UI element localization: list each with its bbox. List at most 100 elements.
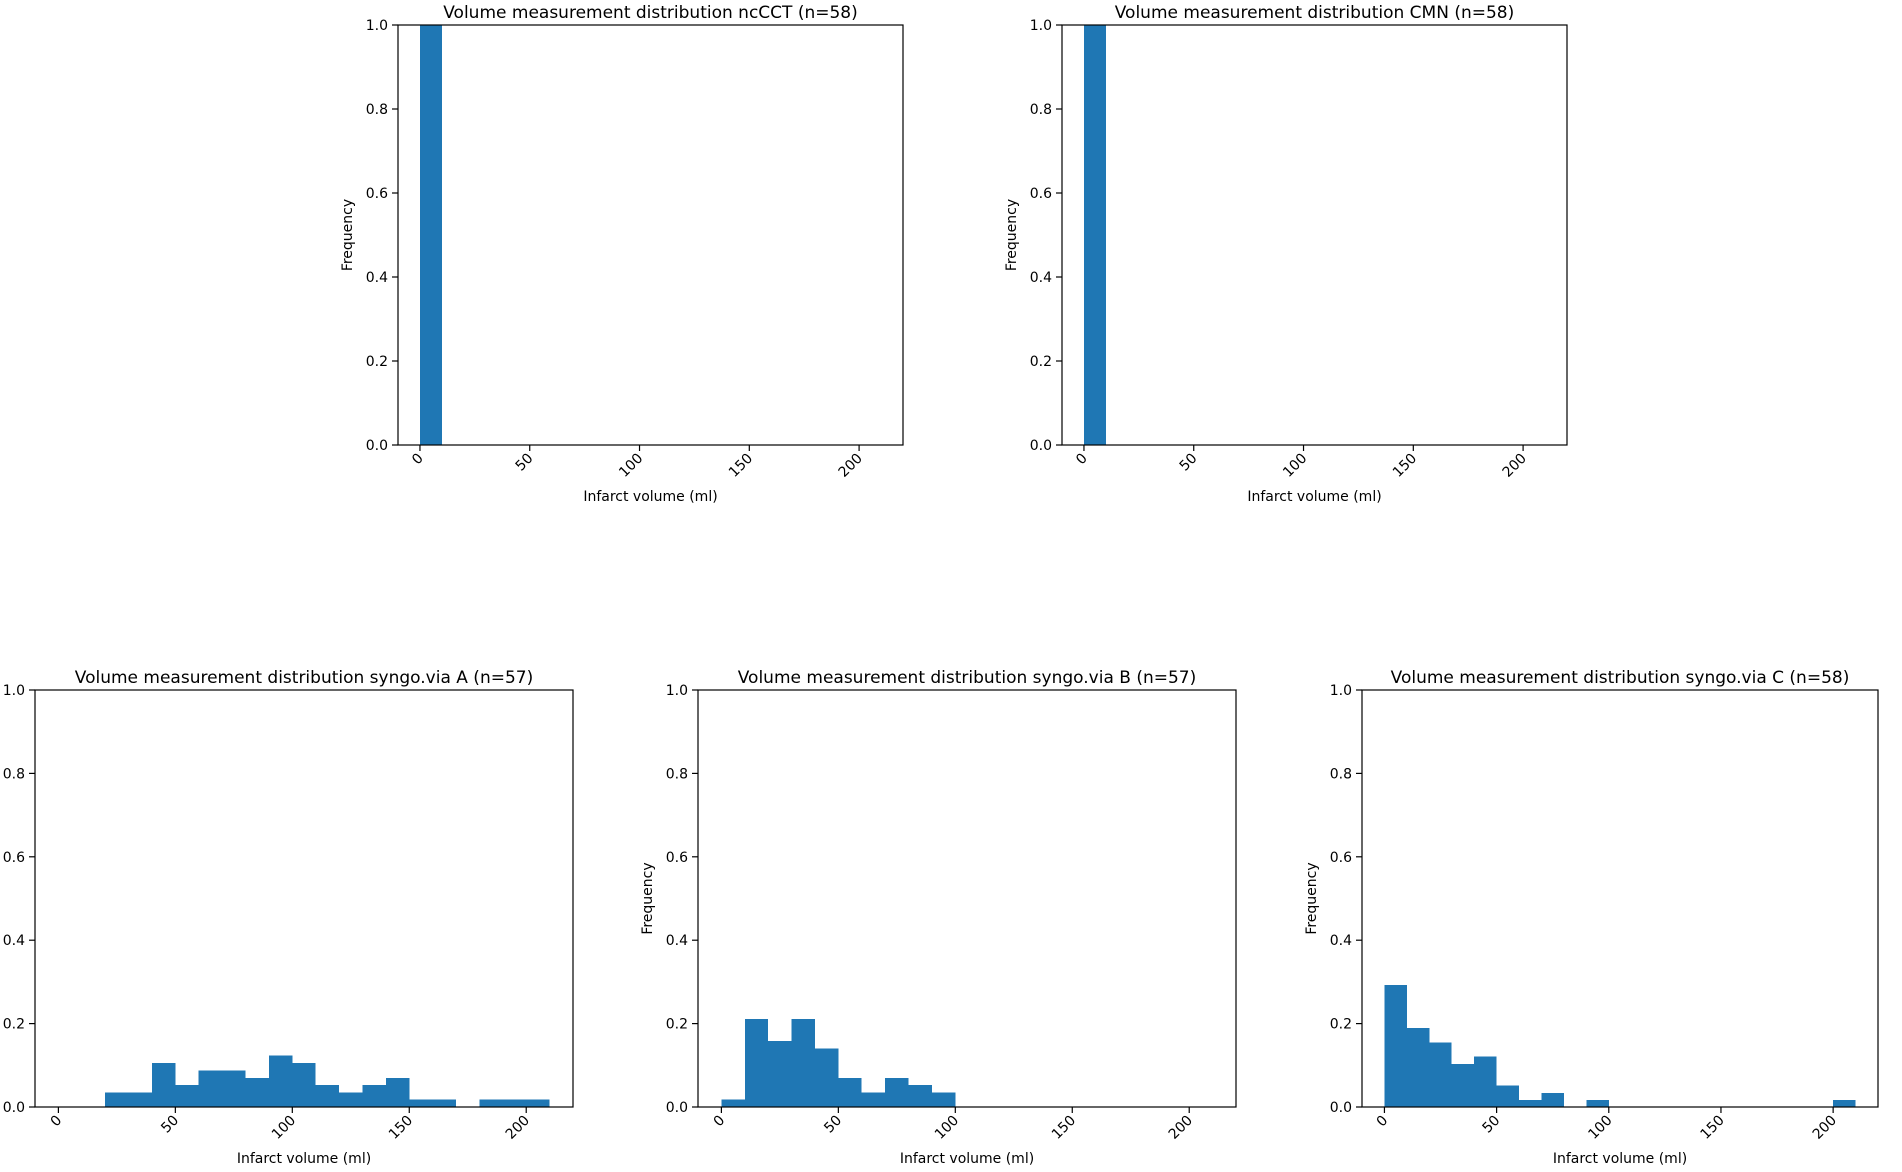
chart-title: Volume measurement distribution ncCCT (n… <box>443 3 857 23</box>
y-tick-label: 0.4 <box>3 933 25 949</box>
histogram-bar <box>268 1055 293 1107</box>
y-tick-label: 0.4 <box>366 270 388 286</box>
histogram-panel-4: 0.0 0.2 0.4 0.6 0.8 1.0 0 50 100 150 200 Volume mea… <box>640 668 1237 1167</box>
histogram-bar <box>721 1099 745 1107</box>
y-tick-label: 0.4 <box>666 933 688 949</box>
y-tick-label: 0.6 <box>1330 850 1352 866</box>
histogram-bar <box>744 1019 769 1107</box>
y-tick-label: 0.2 <box>1030 354 1052 370</box>
histogram-bar <box>1451 1064 1475 1107</box>
chart-title: Volume measurement distribution syngo.vi… <box>738 668 1197 688</box>
y-tick-label: 0.6 <box>666 850 688 866</box>
y-tick-label: 0.2 <box>666 1017 688 1033</box>
histogram-bar <box>526 1099 550 1107</box>
y-tick-label: 1.0 <box>1030 18 1052 34</box>
histogram-bar <box>931 1092 956 1107</box>
x-tick-label: 200 <box>836 451 866 481</box>
x-tick-label: 200 <box>1166 1113 1196 1143</box>
x-axis-label: Infarct volume (ml) <box>583 489 717 505</box>
histogram-panel-3: 0.0 0.2 0.4 0.6 0.8 1.0 0 50 100 150 200 Volume mea… <box>3 668 574 1167</box>
x-tick-label: 100 <box>616 451 646 481</box>
y-tick-label: 0.0 <box>1330 1100 1352 1116</box>
histogram-bar <box>105 1092 129 1107</box>
histogram-bar <box>1474 1056 1497 1107</box>
chart-title: Volume measurement distribution CMN (n=5… <box>1115 3 1515 23</box>
histogram-bar <box>885 1077 909 1107</box>
histogram-bar <box>814 1048 839 1107</box>
x-tick-label: 200 <box>503 1113 533 1143</box>
chart-title: Volume measurement distribution syngo.vi… <box>75 668 533 688</box>
y-tick-label: 0.8 <box>3 766 25 782</box>
histogram-bar <box>175 1084 199 1107</box>
histogram-bar <box>479 1099 503 1107</box>
x-tick-label: 50 <box>821 1113 845 1137</box>
histogram-bar <box>409 1099 433 1107</box>
histogram-panel-1: 0.0 0.2 0.4 0.6 0.8 1.0 0 50 100 150 200 Volume mea… <box>340 3 904 505</box>
y-tick-label: 0.6 <box>3 850 25 866</box>
x-tick-label: 0 <box>711 1113 729 1131</box>
y-tick-label: 0.8 <box>366 102 388 118</box>
x-tick-label: 0 <box>409 451 427 469</box>
y-tick-label: 0.2 <box>366 354 388 370</box>
histogram-bar <box>1519 1099 1542 1107</box>
y-tick-label: 1.0 <box>3 683 25 699</box>
x-tick-label: 150 <box>726 451 756 481</box>
plot-frame <box>1361 689 1879 1108</box>
histogram-bar <box>198 1070 223 1107</box>
y-tick-label: 0.8 <box>666 766 688 782</box>
x-tick-label: 200 <box>1500 451 1530 481</box>
x-tick-label: 0 <box>1073 451 1091 469</box>
y-tick-label: 0.0 <box>666 1100 688 1116</box>
histogram-bar <box>1496 1085 1520 1107</box>
x-tick-label: 150 <box>1390 451 1420 481</box>
histogram-bar <box>1083 25 1106 445</box>
histogram-bar <box>292 1063 316 1107</box>
x-axis-label: Infarct volume (ml) <box>237 1151 371 1167</box>
x-axis-label: Infarct volume (ml) <box>1553 1151 1687 1167</box>
y-tick-label: 0.6 <box>1030 186 1052 202</box>
y-tick-label: 0.6 <box>366 186 388 202</box>
y-tick-label: 0.4 <box>1330 933 1352 949</box>
x-tick-label: 50 <box>1177 451 1201 475</box>
x-tick-label: 100 <box>1585 1113 1615 1143</box>
plot-frame <box>34 689 574 1108</box>
y-tick-label: 0.2 <box>3 1017 25 1033</box>
x-tick-label: 100 <box>269 1113 299 1143</box>
x-tick-label: 150 <box>1698 1113 1728 1143</box>
chart-title: Volume measurement distribution syngo.vi… <box>1391 668 1850 688</box>
x-axis-label: Infarct volume (ml) <box>1247 489 1381 505</box>
y-tick-label: 0.8 <box>1330 766 1352 782</box>
histogram-bar <box>502 1099 527 1107</box>
x-tick-label: 50 <box>158 1113 182 1137</box>
plot-frame <box>397 24 904 446</box>
y-axis-label: Frequency <box>640 862 656 934</box>
histogram-bar <box>315 1084 340 1107</box>
x-tick-label: 150 <box>1049 1113 1079 1143</box>
y-tick-label: 0.0 <box>1030 438 1052 454</box>
y-tick-label: 1.0 <box>366 18 388 34</box>
x-tick-label: 0 <box>1374 1113 1392 1131</box>
y-tick-label: 0.0 <box>3 1100 25 1116</box>
histogram-bar <box>908 1084 932 1107</box>
x-axis-label: Infarct volume (ml) <box>900 1151 1034 1167</box>
histogram-bar <box>128 1092 152 1107</box>
plot-frame <box>697 689 1237 1108</box>
y-axis-label: Frequency <box>1304 862 1320 934</box>
x-tick-label: 50 <box>1480 1113 1504 1137</box>
x-tick-label: 0 <box>48 1113 66 1131</box>
histogram-bar <box>339 1092 363 1107</box>
y-tick-label: 0.0 <box>366 438 388 454</box>
histogram-bar <box>1586 1099 1609 1107</box>
histogram-panel-2: 0.0 0.2 0.4 0.6 0.8 1.0 0 50 100 150 200 Volume mea… <box>1004 3 1568 505</box>
histogram-bar <box>838 1077 862 1107</box>
y-axis-label: Frequency <box>340 199 356 271</box>
histogram-bar <box>1429 1042 1452 1107</box>
y-tick-label: 0.4 <box>1030 270 1052 286</box>
histogram-bar <box>222 1070 246 1107</box>
histogram-bar <box>245 1077 269 1107</box>
x-tick-label: 100 <box>1280 451 1310 481</box>
y-tick-label: 0.2 <box>1330 1017 1352 1033</box>
histogram-bar <box>419 25 442 445</box>
histogram-bar <box>362 1084 386 1107</box>
